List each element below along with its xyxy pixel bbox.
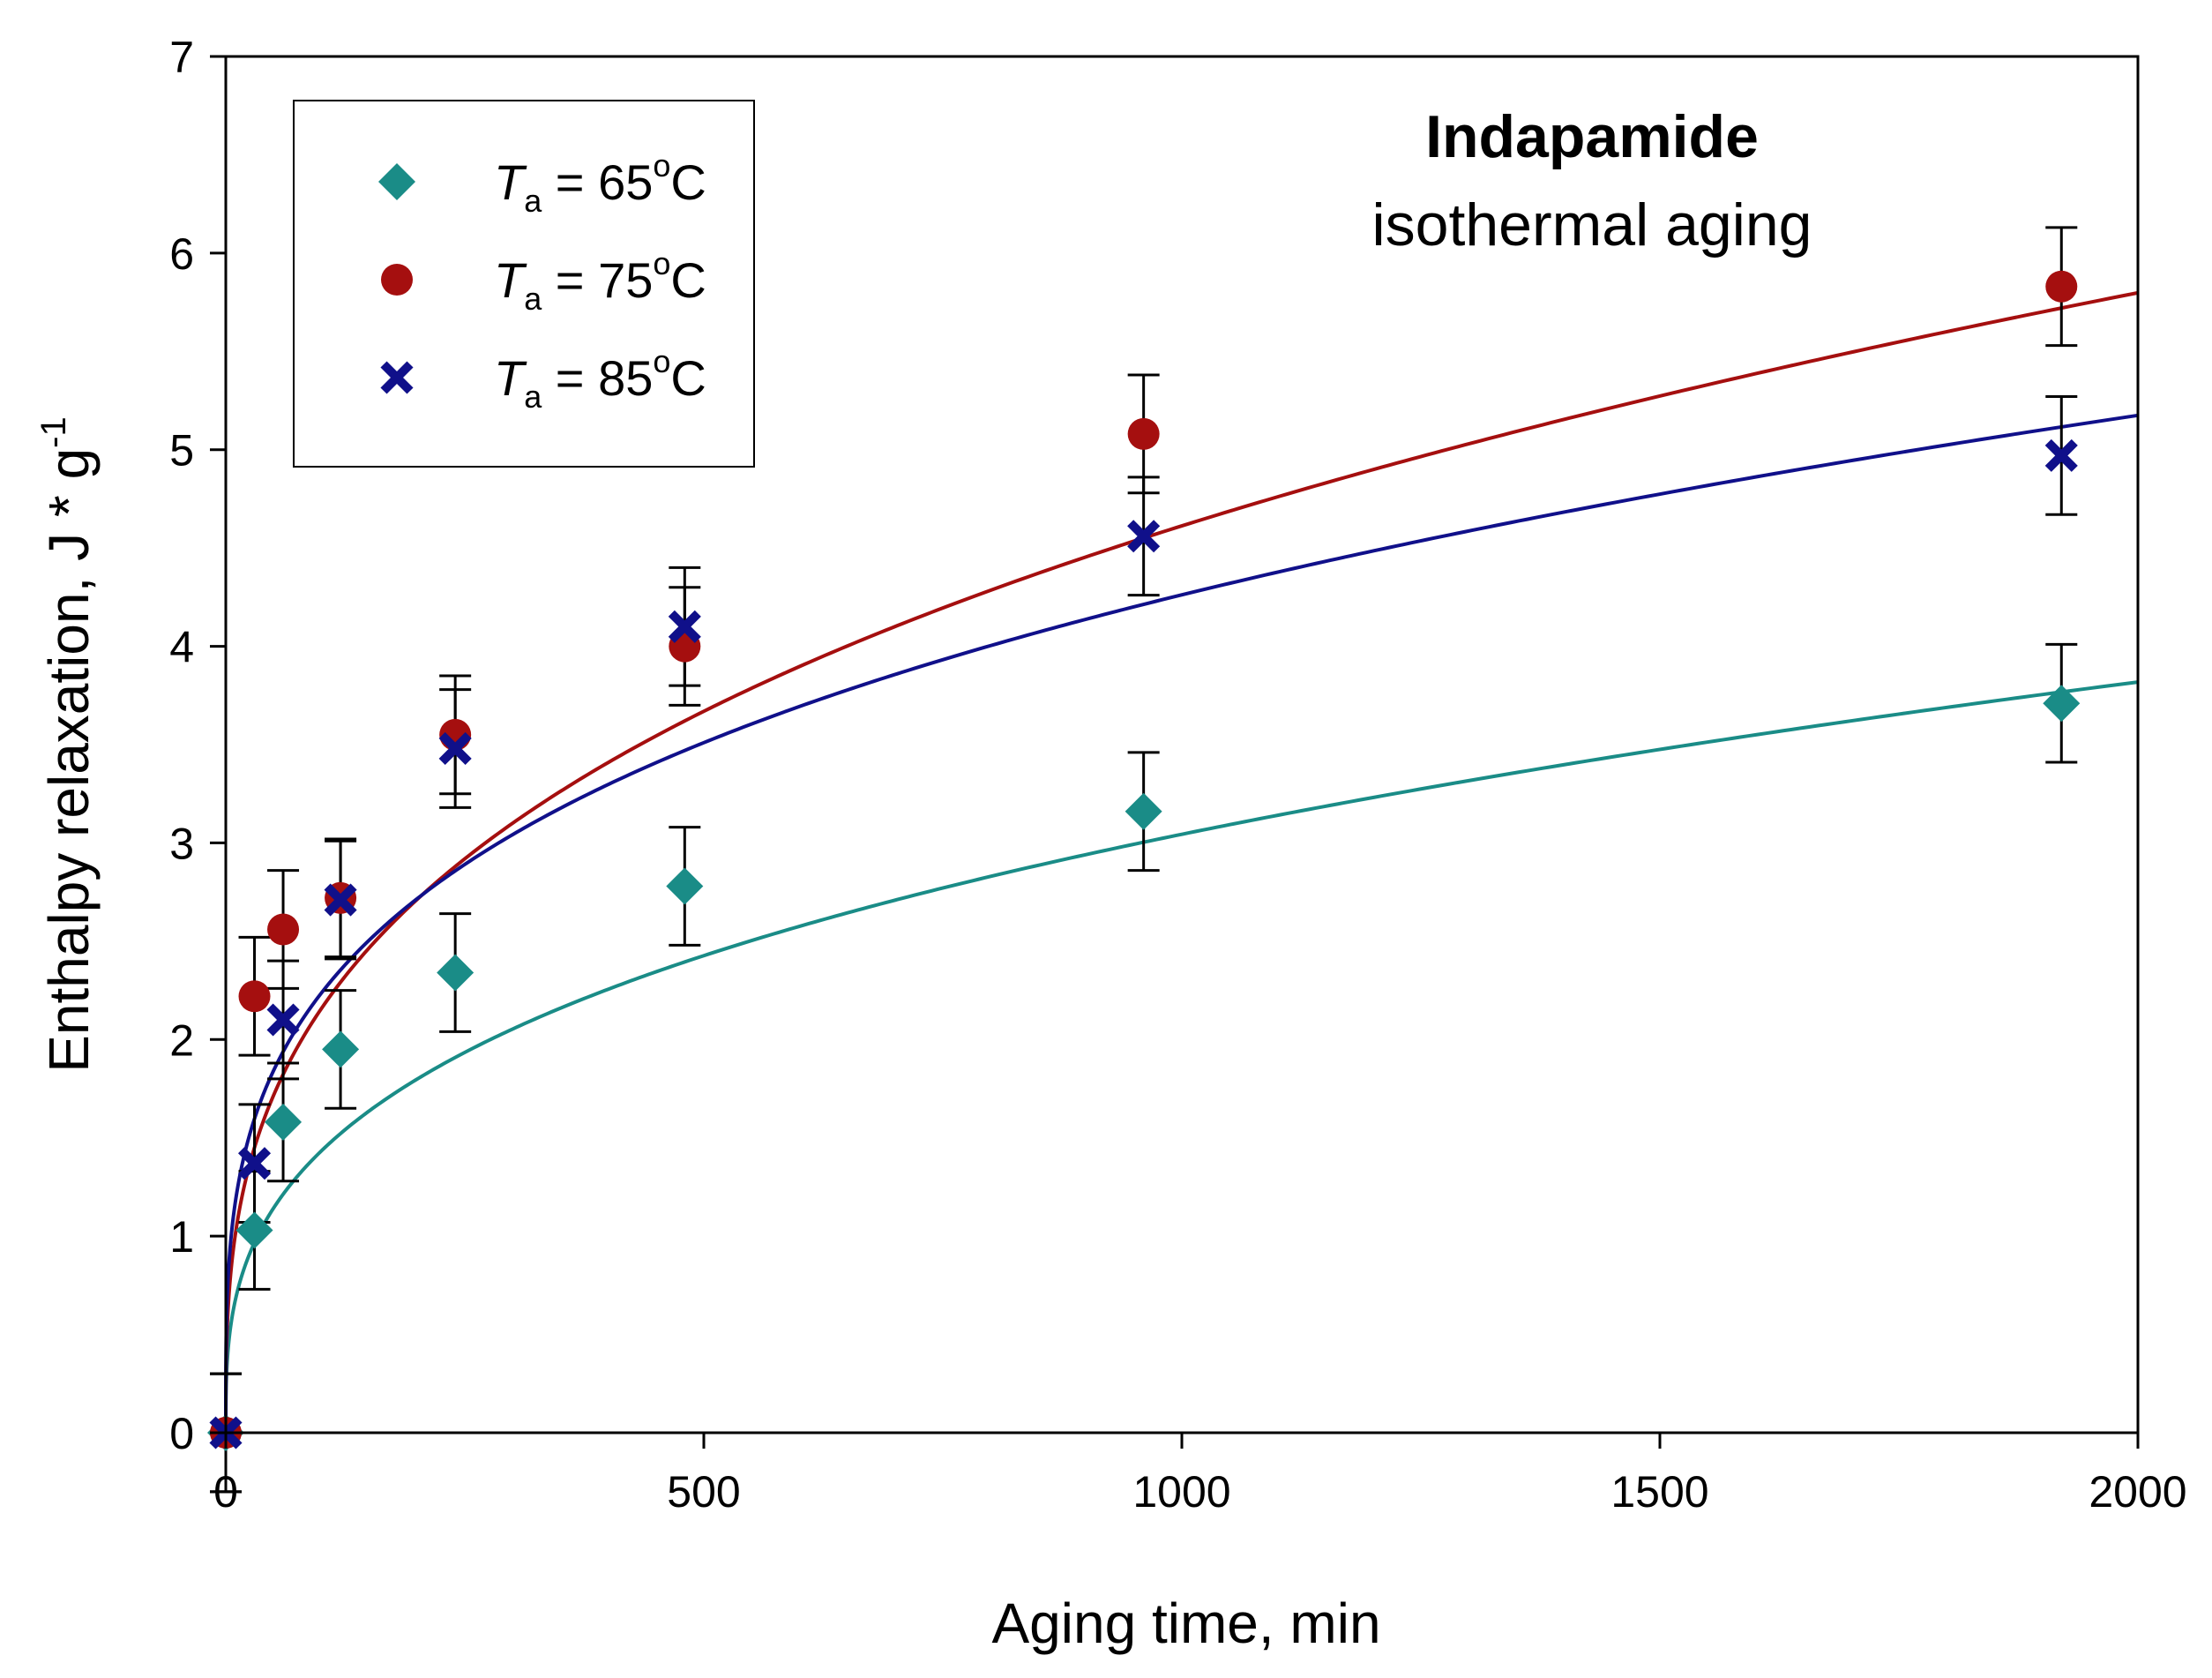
legend-label-degree: o: [653, 343, 670, 379]
data-point: [1125, 792, 1162, 830]
y-tick-label: 4: [169, 623, 194, 672]
data-point: [666, 867, 704, 905]
x-axis-label: Aging time, min: [991, 1592, 1380, 1655]
legend-label: Ta = 65oC: [494, 147, 706, 219]
data-point: [668, 610, 701, 643]
data-point: [2043, 685, 2081, 723]
legend-marker: [378, 163, 415, 200]
data-point: [235, 1211, 273, 1249]
fit-curve: [224, 290, 2139, 1434]
legend-label: Ta = 75oC: [494, 245, 706, 317]
data-point: [2045, 270, 2078, 303]
fit-curve: [224, 680, 2139, 1434]
legend-label-value: = 75: [542, 252, 653, 308]
y-tick-label: 3: [169, 819, 194, 868]
legend-label-unit: C: [670, 350, 706, 406]
data-point: [237, 1147, 272, 1180]
legend-label-unit: C: [670, 252, 706, 308]
y-tick-label: 7: [169, 33, 194, 82]
legend-label-subscript: a: [524, 183, 542, 219]
y-tick-label: 2: [169, 1015, 194, 1065]
data-point: [2044, 438, 2078, 472]
fit-curve: [224, 413, 2139, 1434]
legend-label-unit: C: [670, 154, 706, 210]
data-point: [438, 731, 472, 765]
x-tick-label: 1000: [1132, 1467, 1230, 1517]
x-tick-label: 500: [667, 1467, 740, 1517]
data-point: [238, 980, 271, 1013]
legend-box: [293, 100, 755, 468]
data-point: [267, 913, 300, 946]
y-axis: 0 1 2 3 4 5 6 7: [169, 33, 226, 1458]
data-point: [266, 1003, 300, 1037]
y-axis-label-sup: -1: [34, 416, 73, 448]
y-tick-label: 1: [169, 1212, 194, 1262]
legend-label-value: = 85: [542, 350, 653, 406]
y-axis-label: Enthalpy relaxation, J * g-1: [34, 416, 101, 1073]
data-point: [437, 954, 475, 992]
data-point: [1127, 520, 1161, 553]
chart-title: Indapamide: [1425, 103, 1759, 170]
legend-label-symbol: T: [494, 154, 527, 210]
data-point: [324, 883, 357, 917]
chart-subtitle: isothermal aging: [1372, 191, 1812, 258]
x-tick-label: 1500: [1610, 1467, 1708, 1517]
legend-label: Ta = 85oC: [494, 343, 706, 415]
y-tick-label: 0: [169, 1409, 194, 1458]
data-point: [265, 1103, 303, 1141]
legend-label-subscript: a: [524, 281, 542, 317]
legend-label-degree: o: [653, 147, 670, 184]
fit-curves: [224, 290, 2139, 1434]
legend-label-value: = 65: [542, 154, 653, 210]
y-axis-label-main: Enthalpy relaxation, J * g: [37, 448, 101, 1073]
legend-label-symbol: T: [494, 350, 527, 406]
legend-label-degree: o: [653, 245, 670, 281]
legend-label-subscript: a: [524, 378, 542, 415]
y-tick-label: 6: [169, 229, 194, 279]
y-tick-label: 5: [169, 426, 194, 476]
x-axis: 0 500 1000 1500 2000: [213, 1433, 2187, 1517]
data-point: [1127, 417, 1160, 450]
data-point: [322, 1030, 360, 1068]
legend-marker: [381, 264, 413, 296]
legend-marker: [380, 361, 414, 394]
x-tick-label: 0: [213, 1467, 238, 1517]
legend-label-symbol: T: [494, 252, 527, 308]
x-tick-label: 2000: [2089, 1467, 2186, 1517]
